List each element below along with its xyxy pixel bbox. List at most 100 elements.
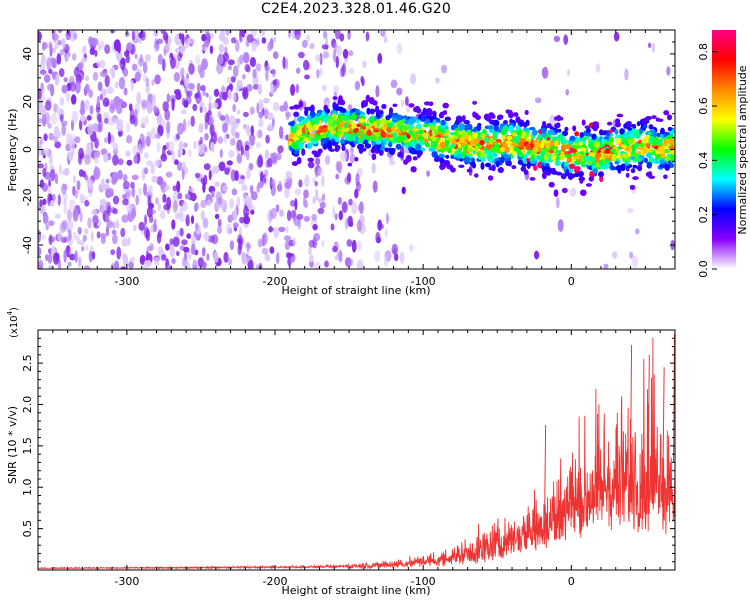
- signal-cell: [445, 154, 450, 159]
- noise-speckle: [250, 209, 255, 215]
- noise-speckle: [69, 253, 76, 261]
- noise-speckle: [122, 198, 129, 206]
- signal-cell: [473, 140, 480, 145]
- noise-speckle: [85, 244, 89, 252]
- signal-cell: [557, 149, 562, 154]
- noise-speckle: [92, 71, 99, 81]
- signal-cell: [540, 139, 547, 144]
- noise-speckle: [278, 126, 284, 139]
- signal-cell: [669, 163, 674, 169]
- colorbar-tick-label: 0.0: [697, 260, 710, 278]
- noise-speckle: [103, 112, 110, 120]
- noise-speckle: [335, 45, 343, 57]
- noise-speckle: [162, 31, 169, 41]
- signal-cell: [295, 128, 302, 137]
- signal-cell: [343, 123, 348, 129]
- noise-speckle: [151, 209, 156, 215]
- noise-speckle: [97, 112, 102, 123]
- noise-speckle: [200, 177, 206, 184]
- snr-multiplier-exp: 4: [6, 310, 14, 315]
- signal-cell: [444, 116, 451, 122]
- signal-cell: [571, 145, 576, 149]
- noise-speckle: [53, 135, 58, 143]
- noise-speckle: [169, 238, 174, 246]
- noise-speckle: [182, 119, 187, 132]
- signal-cell: [433, 129, 439, 136]
- noise-speckle: [133, 109, 138, 119]
- signal-cell: [581, 136, 586, 141]
- noise-speckle: [92, 214, 99, 225]
- noise-speckle: [65, 30, 71, 41]
- noise-speckle: [188, 149, 192, 157]
- spectrogram-x-ticks: -300 -200 -100 0: [52, 30, 676, 288]
- noise-speckle: [38, 229, 42, 243]
- noise-speckle: [145, 249, 150, 260]
- x-tick-label: -100: [411, 275, 436, 288]
- signal-cell: [361, 101, 368, 107]
- signal-cell: [364, 135, 370, 140]
- signal-cell: [449, 144, 456, 149]
- noise-speckle: [212, 165, 220, 174]
- signal-cell: [332, 96, 338, 100]
- noise-speckle: [349, 221, 354, 227]
- colorbar-ticks: 0.00.20.40.60.8: [697, 43, 717, 278]
- signal-cell: [382, 139, 388, 144]
- noise-speckle: [125, 150, 131, 157]
- noise-speckle: [356, 219, 362, 232]
- noise-speckle: [111, 177, 117, 185]
- noise-speckle: [317, 207, 325, 215]
- noise-speckle: [54, 213, 61, 219]
- noise-speckle: [99, 59, 106, 69]
- signal-cell: [374, 149, 379, 154]
- signal-cell: [648, 124, 654, 130]
- noise-speckle: [221, 185, 229, 192]
- noise-speckle: [38, 99, 42, 112]
- noise-speckle: [176, 180, 181, 193]
- signal-cell: [389, 107, 393, 115]
- noise-speckle: [217, 136, 224, 144]
- signal-cell: [630, 124, 637, 128]
- noise-speckle: [202, 90, 207, 97]
- signal-cell: [543, 170, 548, 176]
- noise-speckle: [210, 141, 215, 152]
- noise-speckle: [257, 154, 263, 168]
- noise-speckle: [374, 250, 381, 263]
- noise-speckle: [426, 170, 430, 177]
- noise-speckle: [169, 244, 175, 258]
- noise-speckle: [330, 223, 335, 231]
- noise-speckle: [284, 58, 289, 70]
- signal-cell: [340, 99, 345, 106]
- noise-speckle: [102, 97, 110, 107]
- signal-cell: [547, 129, 554, 135]
- signal-cell: [512, 131, 516, 137]
- noise-speckle: [147, 195, 152, 208]
- noise-speckle: [648, 42, 652, 49]
- noise-speckle: [371, 162, 376, 174]
- signal-cell: [566, 157, 572, 163]
- noise-speckle: [335, 173, 340, 180]
- noise-speckle: [204, 112, 210, 123]
- noise-speckle: [78, 61, 84, 70]
- noise-speckle: [155, 197, 159, 205]
- noise-speckle: [56, 53, 62, 65]
- noise-speckle: [76, 180, 81, 191]
- noise-speckle: [68, 230, 72, 241]
- noise-speckle: [143, 260, 149, 269]
- noise-speckle: [68, 138, 76, 150]
- signal-cell: [660, 146, 665, 154]
- signal-cell: [350, 124, 357, 129]
- signal-cell: [380, 118, 386, 125]
- signal-cell: [520, 166, 527, 172]
- noise-speckle: [186, 233, 191, 239]
- noise-speckle: [79, 119, 83, 131]
- x-tick-label: -300: [114, 275, 139, 288]
- noise-speckle: [100, 178, 105, 190]
- signal-cell: [570, 156, 575, 164]
- noise-speckle: [244, 212, 249, 221]
- noise-speckle: [252, 68, 257, 79]
- noise-speckle: [396, 42, 403, 55]
- signal-cell: [634, 142, 639, 148]
- snr-peak: [544, 425, 547, 515]
- signal-cell: [642, 123, 648, 129]
- noise-speckle: [63, 77, 68, 83]
